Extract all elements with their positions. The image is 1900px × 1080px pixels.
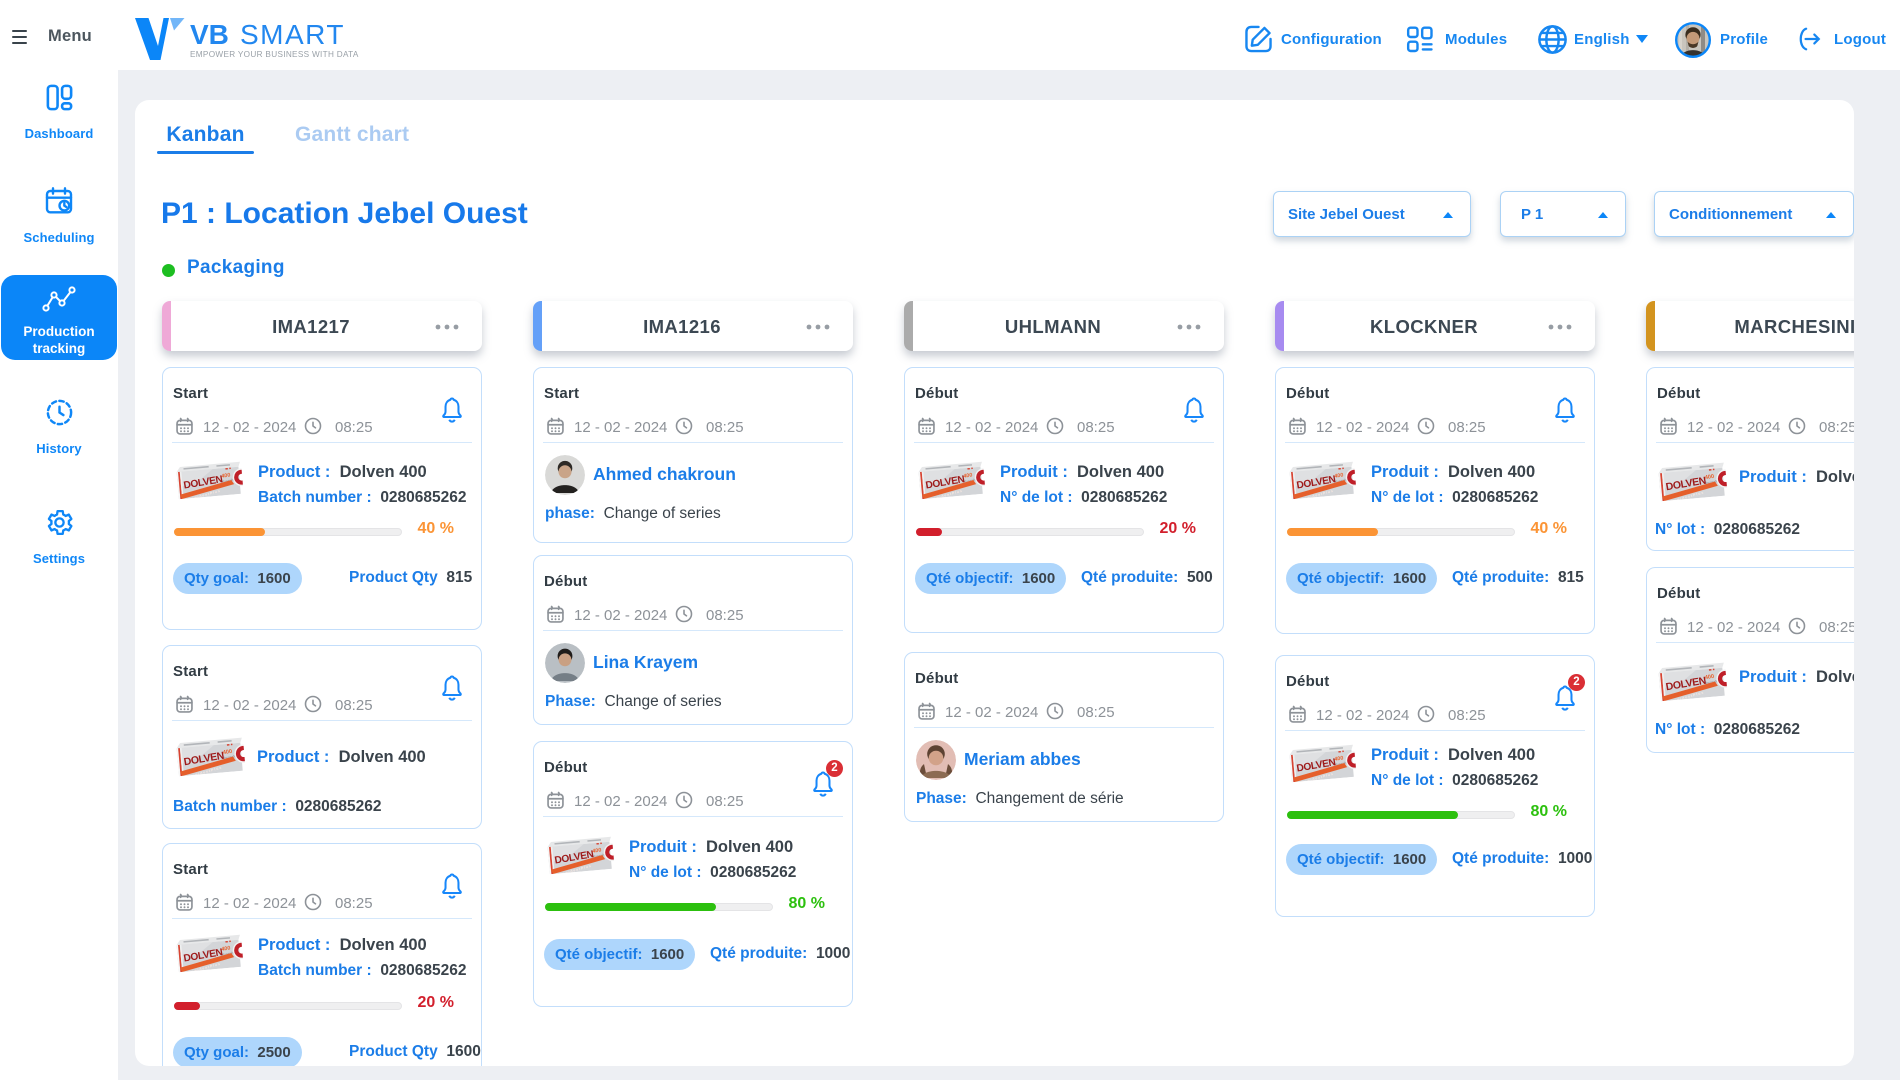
- svg-text:R a p i d e e t P l u s: R a p i d e e t P l u s: [559, 864, 592, 877]
- svg-text:ibuprofen: ibuprofen: [223, 754, 238, 760]
- svg-text:EMPOWER YOUR BUSINESS WITH DAT: EMPOWER YOUR BUSINESS WITH DATA: [190, 50, 359, 59]
- svg-text:400: 400: [222, 749, 232, 756]
- svg-text:ibuprofen: ibuprofen: [1705, 479, 1720, 485]
- svg-text:ibuprofen: ibuprofen: [1335, 760, 1349, 766]
- svg-text:400: 400: [1334, 472, 1344, 479]
- svg-text:400: 400: [963, 472, 973, 479]
- svg-text:400: 400: [221, 472, 231, 479]
- svg-text:R a p i d e e t P l u s: R a p i d e e t P l u s: [188, 489, 221, 502]
- svg-text:SMART: SMART: [240, 19, 345, 50]
- svg-text:400: 400: [592, 847, 602, 854]
- svg-text:R a p i d e e t P l u s: R a p i d e e t P l u s: [1670, 691, 1703, 704]
- svg-text:ibuprofen: ibuprofen: [1335, 477, 1349, 483]
- svg-text:400: 400: [1334, 755, 1344, 762]
- svg-text:ibuprofen: ibuprofen: [222, 950, 236, 956]
- svg-text:R a p i d e e t P l u s: R a p i d e e t P l u s: [1670, 491, 1703, 504]
- svg-text:400: 400: [221, 945, 231, 952]
- svg-text:R a p i d e e t P l u s: R a p i d e e t P l u s: [188, 766, 221, 779]
- svg-text:400: 400: [1704, 674, 1714, 681]
- svg-text:R a p i d e e t P l u s: R a p i d e e t P l u s: [188, 962, 221, 975]
- svg-text:400: 400: [1704, 474, 1714, 481]
- svg-text:R a p i d e e t P l u s: R a p i d e e t P l u s: [930, 489, 963, 502]
- svg-text:ibuprofen: ibuprofen: [964, 477, 978, 483]
- svg-text:ibuprofen: ibuprofen: [593, 852, 607, 858]
- svg-text:ibuprofen: ibuprofen: [222, 477, 236, 483]
- svg-text:ibuprofen: ibuprofen: [1705, 679, 1720, 685]
- svg-text:VB: VB: [190, 19, 229, 50]
- svg-text:R a p i d e e t P l u s: R a p i d e e t P l u s: [1301, 489, 1334, 502]
- svg-text:R a p i d e e t P l u s: R a p i d e e t P l u s: [1301, 772, 1334, 785]
